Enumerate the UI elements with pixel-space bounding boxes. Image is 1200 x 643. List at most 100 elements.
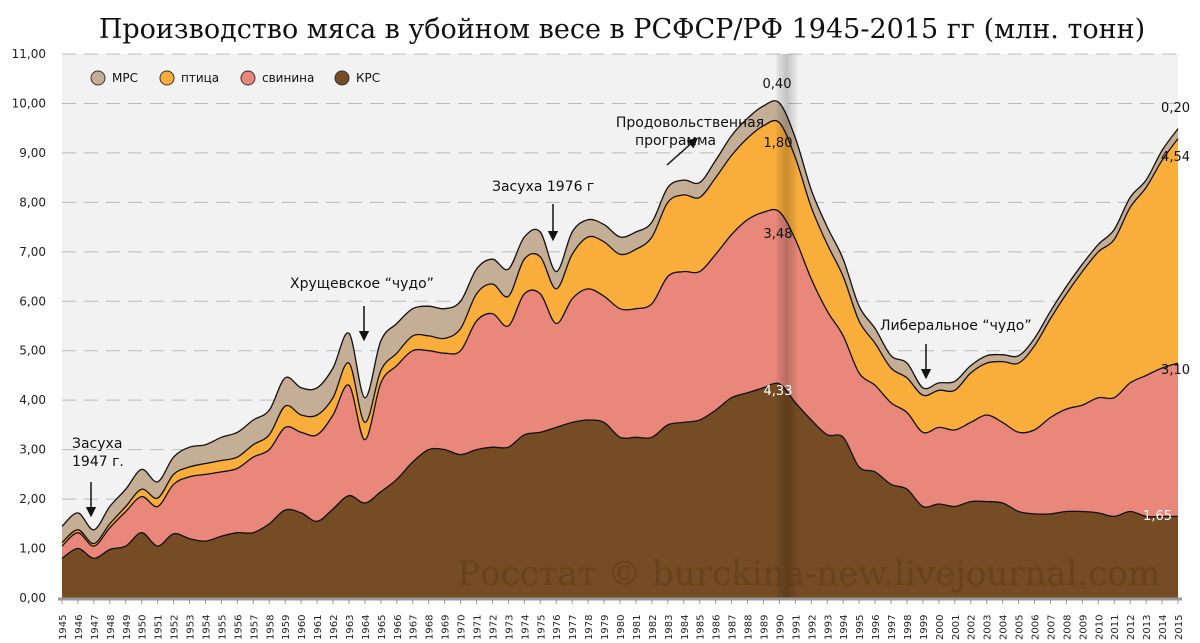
x-tick-label: 1984	[680, 615, 691, 640]
x-tick-label: 2001	[951, 615, 962, 640]
x-tick-label: 2014	[1158, 615, 1169, 640]
annotation-food-program-line2: программа	[635, 133, 716, 149]
x-tick-label: 1972	[488, 615, 499, 640]
series-line-МРС	[61, 100, 1179, 531]
x-tick-label: 1968	[425, 615, 436, 640]
annotations: Засуха 1947 г. Хрущевское “чудо” Засуха …	[72, 115, 1032, 518]
y-tick-label: 4,00	[19, 393, 46, 407]
x-tick-label: 1951	[154, 615, 165, 640]
annotation-khrushchev: Хрущевское “чудо”	[290, 276, 434, 292]
y-tick-label: 0,00	[19, 591, 46, 605]
label-2015-mrs: 0,20	[1161, 101, 1190, 116]
legend-swatch-mrs	[90, 70, 106, 86]
x-tick-label: 1969	[441, 615, 452, 640]
x-tick-label: 1950	[138, 615, 149, 640]
x-tick-label: 1961	[313, 615, 324, 640]
x-tick-label: 1990	[775, 615, 786, 640]
area-КРС	[62, 383, 1178, 598]
y-tick-label: 2,00	[19, 492, 46, 506]
x-tick-label: 2013	[1142, 615, 1153, 640]
x-tick-label: 1981	[632, 615, 643, 640]
x-tick-label: 1948	[106, 615, 117, 640]
x-tick-label: 1979	[600, 615, 611, 640]
arrow-icon	[666, 137, 698, 166]
annotation-food-program-line1: Продовольственная	[616, 115, 764, 131]
x-tick-label: 2015	[1174, 615, 1185, 640]
label-1990-poultry: 1,80	[764, 136, 793, 151]
y-tick-label: 5,00	[19, 344, 46, 358]
x-tick-label: 1983	[664, 615, 675, 640]
x-tick-label: 1967	[409, 615, 420, 640]
legend: МРС птица свинина КРС	[90, 70, 380, 86]
x-tick-label: 1959	[281, 615, 292, 640]
x-tick-label: 1973	[504, 615, 515, 640]
x-tick-label: 1994	[839, 615, 850, 640]
x-tick-label: 1970	[457, 615, 468, 640]
x-tick-label: 1992	[807, 615, 818, 640]
x-tick-label: 2007	[1046, 615, 1057, 640]
x-tick-label: 1957	[249, 615, 260, 640]
stacked-areas	[61, 100, 1179, 599]
x-tick-label: 1993	[823, 615, 834, 640]
highlight-band-1990	[776, 54, 798, 598]
x-tick-label: 1962	[329, 615, 340, 640]
y-axis: 0,00 1,00 2,00 3,00 4,00 5,00 6,00 7,00 8,00 9,00…	[12, 47, 46, 605]
x-tick-label: 1997	[887, 615, 898, 640]
x-tick-label: 1954	[201, 615, 212, 640]
x-tick-label: 2006	[1031, 615, 1042, 640]
legend-label-poultry: птица	[181, 71, 219, 85]
x-tick-label: 1955	[217, 615, 228, 640]
legend-swatch-krs	[334, 70, 350, 86]
x-tick-label: 2005	[1015, 615, 1026, 640]
x-tick-label: 1989	[759, 615, 770, 640]
label-2015-poultry: 4,54	[1161, 150, 1190, 165]
x-tick-label: 1976	[552, 615, 563, 640]
x-tick-label: 1998	[903, 615, 914, 640]
x-tick-label: 2002	[967, 615, 978, 640]
x-tick-label: 1995	[855, 615, 866, 640]
label-1990-pork: 3,48	[764, 227, 793, 242]
label-2015-krs: 1,65	[1143, 509, 1172, 524]
legend-label-mrs: МРС	[112, 71, 138, 85]
annotation-drought-1947-line2: 1947 г.	[72, 454, 124, 470]
data-labels: 0,40 1,80 3,48 4,33 0,20 4,54 3,10 1,65	[763, 77, 1190, 524]
annotation-liberal: Либеральное “чудо”	[880, 318, 1032, 334]
x-tick-label: 1946	[74, 615, 85, 640]
legend-swatch-poultry	[159, 70, 175, 86]
x-tick-label: 2003	[983, 615, 994, 640]
annotation-drought-1976: Засуха 1976 г	[492, 179, 594, 195]
x-tick-label: 1964	[361, 615, 372, 640]
x-tick-label: 2011	[1110, 615, 1121, 640]
x-tick-label: 1945	[58, 615, 69, 640]
x-tick-label: 2012	[1126, 615, 1137, 640]
x-tick-label: 1958	[265, 615, 276, 640]
x-tick-label: 1975	[536, 615, 547, 640]
y-tick-label: 7,00	[19, 245, 46, 259]
label-1990-mrs: 0,40	[763, 77, 792, 92]
watermark: Росстат © burckina-new.livejournal.com	[457, 554, 1160, 594]
series-line-птица	[61, 119, 1179, 545]
x-tick-label: 1996	[871, 615, 882, 640]
y-tick-label: 9,00	[19, 146, 46, 160]
chart-title: Производство мяса в убойном весе в РСФСР…	[99, 14, 1145, 45]
x-tick-label: 1991	[791, 615, 802, 640]
x-tick-label: 2000	[935, 615, 946, 640]
x-tick-label: 1987	[728, 615, 739, 640]
x-tick-label: 1986	[712, 615, 723, 640]
x-tick-label: 1965	[377, 615, 388, 640]
x-tick-label: 1999	[919, 615, 930, 640]
y-tick-label: 1,00	[19, 542, 46, 556]
x-tick-label: 1953	[186, 615, 197, 640]
x-tick-label: 2004	[999, 615, 1010, 640]
legend-label-pork: свинина	[262, 71, 314, 85]
x-tick-label: 2010	[1094, 615, 1105, 640]
x-tick-label: 1977	[568, 615, 579, 640]
legend-label-krs: КРС	[356, 71, 380, 85]
x-tick-label: 2008	[1062, 615, 1073, 640]
x-tick-label: 1974	[520, 615, 531, 640]
x-tick-label: 1985	[696, 615, 707, 640]
label-1990-krs: 4,33	[764, 384, 793, 399]
y-tick-label: 11,00	[12, 47, 46, 61]
x-tick-label: 1956	[233, 615, 244, 640]
x-tick-label: 1966	[393, 615, 404, 640]
